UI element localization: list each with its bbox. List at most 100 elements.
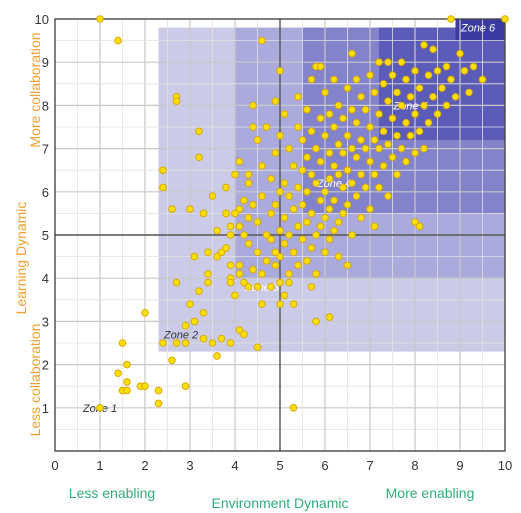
data-point	[244, 239, 253, 248]
data-point	[429, 45, 437, 54]
data-point	[289, 205, 298, 213]
data-point	[447, 75, 455, 84]
data-point	[253, 248, 262, 257]
data-point	[357, 213, 365, 222]
data-point	[343, 84, 352, 92]
data-point	[307, 170, 316, 179]
data-point	[325, 149, 334, 157]
data-point	[222, 183, 230, 192]
data-point	[208, 339, 217, 347]
data-point	[375, 58, 383, 67]
data-point	[366, 157, 374, 166]
data-point	[465, 88, 473, 97]
data-point	[253, 136, 262, 144]
data-point	[339, 183, 347, 192]
data-point	[348, 179, 356, 187]
data-point	[298, 136, 307, 144]
data-point	[262, 123, 271, 131]
data-point	[280, 291, 289, 300]
data-point	[276, 278, 284, 287]
data-point	[258, 36, 266, 45]
data-point	[280, 213, 289, 222]
data-point	[303, 218, 311, 226]
data-point	[276, 252, 284, 261]
data-point	[213, 352, 221, 360]
data-point	[226, 222, 235, 231]
data-point	[141, 308, 149, 317]
data-point	[366, 205, 374, 213]
data-point	[276, 300, 284, 308]
data-point	[226, 231, 235, 239]
data-point	[271, 200, 280, 209]
data-point	[397, 58, 406, 67]
data-point	[397, 144, 406, 153]
data-point	[406, 131, 415, 140]
data-point	[402, 157, 410, 166]
data-point	[433, 110, 442, 118]
data-point	[96, 15, 104, 23]
data-point	[298, 200, 307, 209]
data-point	[325, 175, 334, 183]
data-point	[114, 369, 122, 378]
data-point	[303, 257, 311, 265]
data-point	[330, 162, 338, 170]
data-point	[154, 399, 163, 408]
data-point	[438, 84, 446, 92]
data-point	[271, 261, 280, 270]
data-point	[213, 252, 221, 261]
y-tick-label: 4	[42, 271, 49, 286]
data-point	[159, 183, 167, 192]
data-point	[415, 222, 424, 231]
data-point	[181, 321, 190, 330]
data-point	[420, 144, 428, 153]
data-point	[429, 92, 437, 101]
data-point	[352, 118, 361, 127]
data-point	[190, 317, 199, 326]
data-point	[258, 162, 266, 170]
data-point	[285, 270, 293, 278]
data-point	[249, 200, 257, 209]
data-point	[285, 144, 293, 153]
data-point	[348, 49, 356, 58]
data-point	[249, 265, 257, 274]
data-point	[388, 71, 397, 79]
data-point	[375, 144, 383, 153]
data-point	[244, 283, 253, 291]
x-axis-low-label: Less enabling	[69, 485, 155, 501]
data-point	[199, 334, 208, 343]
x-axis-high-label: More enabling	[386, 485, 475, 501]
data-point	[276, 67, 284, 75]
data-point	[294, 222, 302, 231]
data-point	[348, 231, 356, 239]
data-point	[294, 183, 302, 192]
data-point	[339, 149, 347, 157]
data-point	[222, 244, 230, 252]
data-point	[357, 92, 365, 101]
data-point	[402, 118, 410, 127]
y-tick-label: 1	[42, 401, 49, 416]
data-point	[204, 278, 212, 287]
data-point	[199, 308, 208, 317]
data-point	[276, 188, 284, 196]
data-point	[312, 317, 320, 326]
data-point	[226, 339, 235, 347]
data-point	[352, 153, 361, 162]
data-point	[384, 140, 392, 149]
data-point	[204, 270, 212, 278]
data-point	[181, 382, 190, 391]
data-point	[325, 235, 334, 244]
data-point	[321, 188, 329, 196]
data-point	[168, 356, 176, 365]
data-point	[388, 153, 397, 162]
data-point	[393, 88, 401, 97]
data-point	[267, 175, 275, 183]
data-point	[258, 270, 266, 278]
data-point	[321, 213, 329, 222]
data-point	[289, 162, 298, 170]
data-point	[244, 213, 253, 222]
data-point	[361, 105, 370, 114]
data-point	[253, 343, 262, 352]
data-point	[303, 188, 311, 196]
x-tick-labels: 0 1 2 3 4 5 6 7 8 9 10	[51, 458, 512, 473]
